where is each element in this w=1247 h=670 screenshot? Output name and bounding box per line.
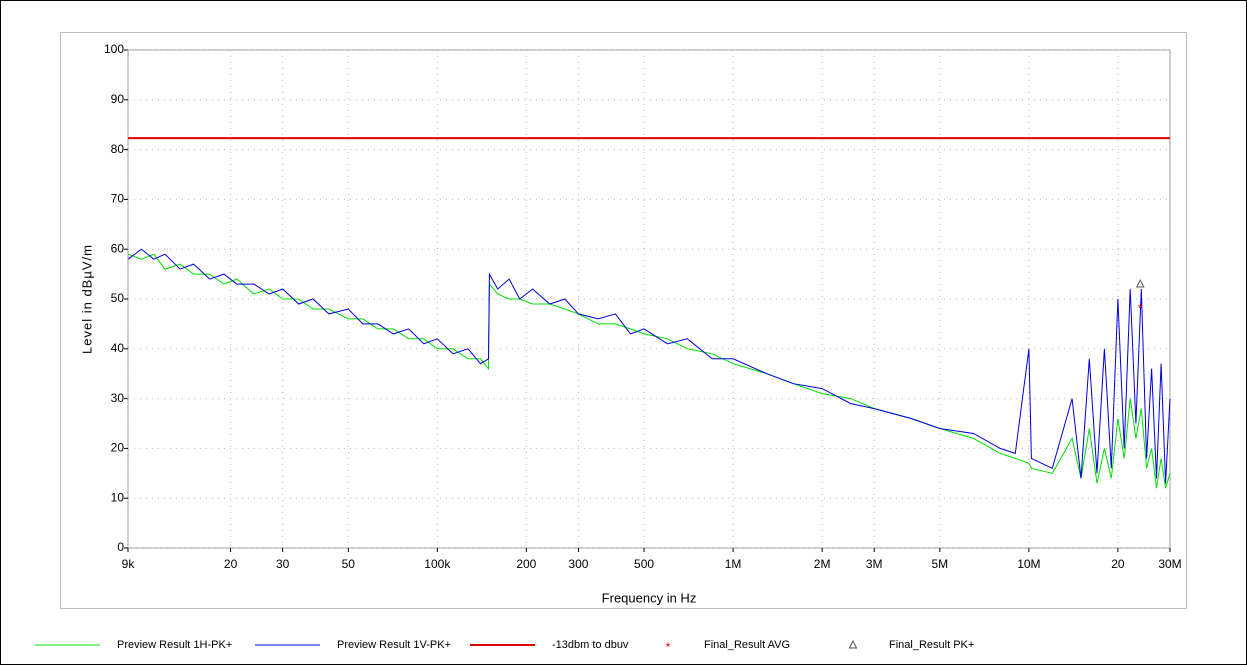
x-tick-label: 20	[224, 557, 238, 571]
y-tick-label: 50	[111, 291, 125, 305]
trace	[127, 248, 1171, 484]
y-axis-label: Level in dBµV/m	[79, 244, 94, 354]
x-tick-label: 2M	[814, 557, 831, 571]
y-tick-label: 80	[111, 142, 125, 156]
y-tick-label: 90	[111, 92, 125, 106]
marker-triangle	[1135, 278, 1145, 288]
x-tick-label: 3M	[866, 557, 883, 571]
x-tick-label: 300	[568, 557, 588, 571]
x-tick-label: 50	[342, 557, 356, 571]
y-tick-label: 10	[111, 490, 125, 504]
y-tick-label: 70	[111, 192, 125, 206]
x-axis-label: Frequency in Hz	[602, 590, 697, 605]
x-tick-label: 200	[516, 557, 536, 571]
y-tick-label: 30	[111, 391, 125, 405]
x-tick-label: 30M	[1158, 557, 1181, 571]
y-tick-label: 20	[111, 441, 125, 455]
x-tick-label: 5M	[932, 557, 949, 571]
legend-label: Preview Result 1V-PK+	[337, 639, 451, 651]
x-tick-label: 20	[1111, 557, 1125, 571]
legend-label: -13dbm to dbuv	[552, 639, 629, 651]
x-tick-label: 1M	[725, 557, 742, 571]
y-tick-label: 100	[104, 42, 124, 56]
x-tick-label: 30	[276, 557, 290, 571]
legend-swatch	[848, 639, 858, 649]
panel	[60, 32, 1187, 609]
y-tick-label: 40	[111, 341, 125, 355]
legend-label: Final_Result PK+	[889, 639, 974, 651]
x-tick-label: 500	[634, 557, 654, 571]
legend-label: Final_Result AVG	[704, 639, 790, 651]
legend-swatch: *	[666, 640, 671, 654]
x-tick-label: 9k	[122, 557, 136, 571]
y-tick-label: 60	[111, 241, 125, 255]
marker-star: *	[1138, 302, 1143, 316]
y-tick-label: 0	[117, 540, 124, 554]
x-tick-label: 100k	[424, 557, 451, 571]
x-tick-label: 10M	[1017, 557, 1040, 571]
legend-label: Preview Result 1H-PK+	[117, 639, 232, 651]
trace	[127, 253, 1171, 489]
